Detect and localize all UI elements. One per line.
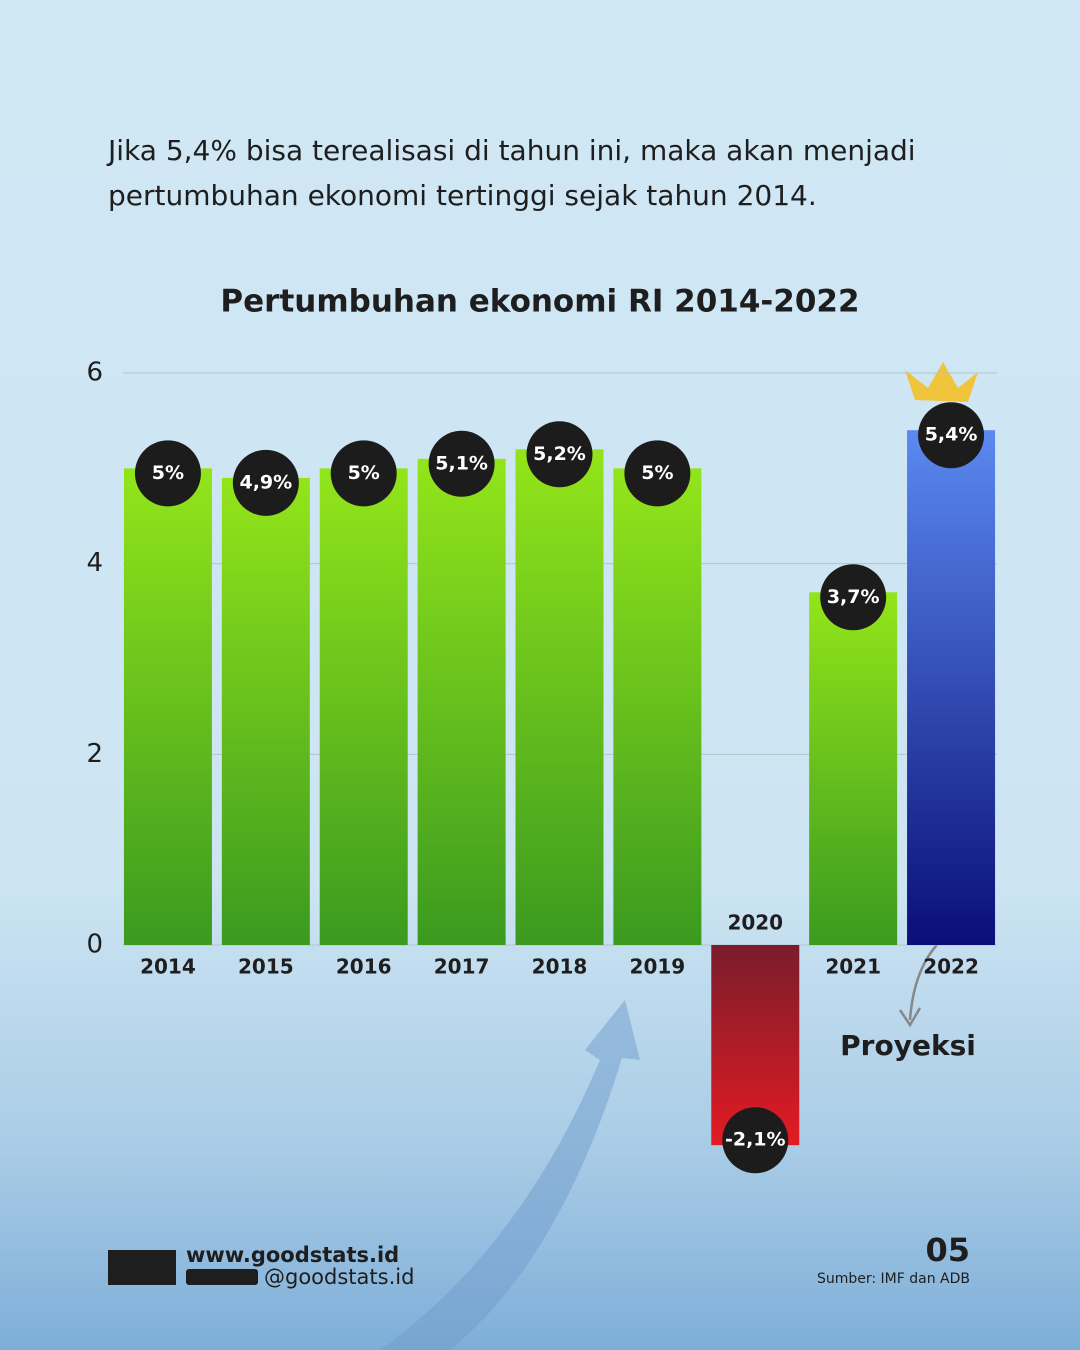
- x-tick-label: 2018: [532, 955, 588, 979]
- source: Sumber: IMF dan ADB: [817, 1271, 970, 1287]
- bar: [320, 468, 408, 945]
- x-tick-label: 2016: [336, 955, 392, 979]
- bar: [809, 592, 897, 945]
- y-tick-label: 4: [86, 548, 103, 578]
- value-label: 5%: [641, 462, 673, 484]
- bar: [222, 478, 310, 945]
- x-tick-label: 2020: [727, 911, 783, 935]
- value-label: 5,2%: [533, 443, 586, 465]
- y-tick-label: 2: [86, 739, 103, 769]
- intro-text: Jika 5,4% bisa terealisasi di tahun ini,…: [106, 134, 916, 167]
- chart-title: Pertumbuhan ekonomi RI 2014-2022: [220, 284, 859, 320]
- bar: [907, 430, 995, 945]
- value-label: 5,4%: [925, 424, 978, 446]
- x-tick-label: 2017: [434, 955, 490, 979]
- value-label: 5%: [348, 462, 380, 484]
- website: www.goodstats.id: [186, 1243, 399, 1267]
- value-label: 3,7%: [827, 586, 880, 608]
- value-label: 4,9%: [239, 471, 292, 493]
- bar: [516, 449, 604, 945]
- annotation: Proyeksi: [840, 1029, 976, 1062]
- x-tick-label: 2021: [825, 955, 881, 979]
- x-tick-label: 2015: [238, 955, 294, 979]
- x-tick-label: 2014: [140, 955, 196, 979]
- y-tick-label: 0: [86, 930, 103, 960]
- x-tick-label: 2022: [923, 955, 979, 979]
- bar: [613, 468, 701, 945]
- social-handle: @goodstats.id: [264, 1265, 414, 1289]
- value-label: 5,1%: [435, 452, 488, 474]
- value-label: -2,1%: [725, 1129, 786, 1151]
- value-label: 5%: [152, 462, 184, 484]
- bar: [418, 459, 506, 945]
- social-icons: [186, 1269, 258, 1285]
- y-tick-label: 6: [86, 358, 103, 388]
- x-tick-label: 2019: [630, 955, 686, 979]
- bar: [124, 468, 212, 945]
- page-number: 05: [925, 1231, 970, 1269]
- logo: [108, 1250, 176, 1285]
- intro-text: pertumbuhan ekonomi tertinggi sejak tahu…: [108, 179, 817, 212]
